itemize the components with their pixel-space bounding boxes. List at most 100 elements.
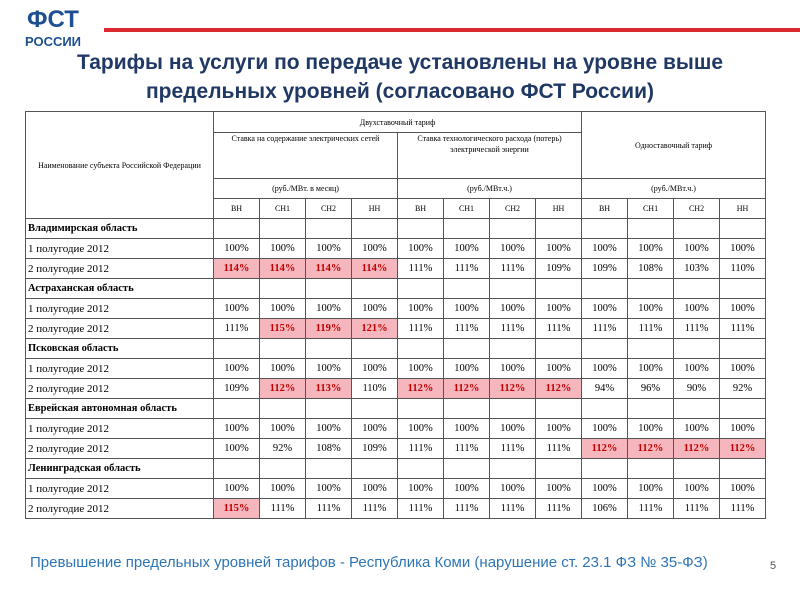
header-cell: СН1 — [627, 198, 675, 219]
empty-cell — [443, 218, 490, 239]
value-cell: 112% — [673, 438, 721, 459]
header-cell: НН — [351, 198, 398, 219]
empty-cell — [719, 398, 767, 419]
empty-cell — [397, 338, 444, 359]
empty-cell — [213, 458, 260, 479]
value-cell: 108% — [305, 438, 352, 459]
empty-cell — [305, 338, 352, 359]
value-cell: 100% — [581, 298, 629, 319]
value-cell: 111% — [443, 318, 490, 339]
value-cell: 100% — [259, 298, 306, 319]
value-cell: 100% — [581, 478, 629, 499]
empty-cell — [351, 458, 398, 479]
data-row: 1 полугодие 2012 100% 100% 100% 100% 100% 100%… — [25, 358, 767, 379]
value-cell: 111% — [581, 318, 629, 339]
empty-cell — [397, 218, 444, 239]
value-cell: 100% — [581, 238, 629, 259]
value-cell: 100% — [443, 298, 490, 319]
value-cell: 111% — [534, 498, 583, 519]
value-cell: 111% — [351, 498, 398, 519]
value-cell: 100% — [259, 478, 306, 499]
empty-cell — [627, 338, 675, 359]
value-cell: 100% — [443, 418, 490, 439]
empty-cell — [443, 278, 490, 299]
empty-cell — [305, 278, 352, 299]
value-cell: 111% — [719, 318, 767, 339]
region-name: Астраханская область — [25, 278, 214, 299]
empty-cell — [397, 278, 444, 299]
header-cell: ВН — [581, 198, 629, 219]
value-cell: 112% — [397, 378, 444, 399]
empty-cell — [627, 278, 675, 299]
value-cell: 100% — [397, 238, 444, 259]
region-row: Астраханская область — [25, 278, 767, 299]
data-row: 2 полугодие 2012 109% 112% 113% 110% 112% 112%… — [25, 378, 767, 399]
value-cell: 111% — [397, 258, 444, 279]
logo: ФСТ РОССИИ — [18, 6, 88, 58]
empty-cell — [673, 218, 721, 239]
empty-cell — [627, 458, 675, 479]
value-cell: 100% — [305, 238, 352, 259]
empty-cell — [305, 458, 352, 479]
empty-cell — [534, 218, 583, 239]
period-label: 2 полугодие 2012 — [25, 498, 214, 519]
data-row: 2 полугодие 2012 114% 114% 114% 114% 111% 111%… — [25, 258, 767, 279]
empty-cell — [259, 338, 306, 359]
value-cell: 100% — [489, 298, 536, 319]
empty-cell — [581, 458, 629, 479]
slide-number: 5 — [770, 560, 777, 572]
value-cell: 111% — [397, 318, 444, 339]
value-cell: 100% — [719, 418, 767, 439]
header-cell: СН1 — [259, 198, 306, 219]
value-cell: 94% — [581, 378, 629, 399]
data-row: 2 полугодие 2012 111% 115% 119% 121% 111% 111%… — [25, 318, 767, 339]
data-row: 1 полугодие 2012 100% 100% 100% 100% 100% 100%… — [25, 298, 767, 319]
value-cell: 100% — [213, 418, 260, 439]
value-cell: 111% — [489, 318, 536, 339]
period-label: 2 полугодие 2012 — [25, 318, 214, 339]
value-cell: 100% — [627, 298, 675, 319]
logo-text: РОССИИ — [24, 34, 82, 49]
empty-cell — [489, 278, 536, 299]
value-cell: 114% — [351, 258, 398, 279]
value-cell: 100% — [489, 358, 536, 379]
data-row: 2 полугодие 2012 115% 111% 111% 111% 111% 111%… — [25, 498, 767, 519]
value-cell: 100% — [305, 298, 352, 319]
value-cell: 113% — [305, 378, 352, 399]
value-cell: 100% — [719, 358, 767, 379]
value-cell: 100% — [213, 438, 260, 459]
value-cell: 100% — [259, 238, 306, 259]
value-cell: 100% — [534, 418, 583, 439]
value-cell: 100% — [627, 418, 675, 439]
header-cell: СН2 — [305, 198, 352, 219]
empty-cell — [213, 218, 260, 239]
empty-cell — [489, 218, 536, 239]
header-cell: СН1 — [443, 198, 490, 219]
value-cell: 111% — [719, 498, 767, 519]
empty-cell — [443, 458, 490, 479]
value-cell: 100% — [213, 478, 260, 499]
header-cell: Наименование субъекта Российской Федерац… — [25, 111, 214, 219]
empty-cell — [259, 458, 306, 479]
empty-cell — [489, 338, 536, 359]
region-name: Псковская область — [25, 338, 214, 359]
value-cell: 100% — [627, 478, 675, 499]
value-cell: 100% — [351, 478, 398, 499]
header-cell: ВН — [213, 198, 260, 219]
title: Тарифы на услуги по передаче установлены… — [76, 51, 724, 103]
value-cell: 100% — [489, 238, 536, 259]
empty-cell — [581, 278, 629, 299]
value-cell: 100% — [627, 358, 675, 379]
value-cell: 106% — [581, 498, 629, 519]
empty-cell — [627, 398, 675, 419]
header-row: ВН СН1 СН2 НН ВН СН1 СН2 НН ВН СН1 СН2 НН — [26, 198, 767, 219]
value-cell: 100% — [351, 418, 398, 439]
data-row: 1 полугодие 2012 100% 100% 100% 100% 100% 100%… — [25, 238, 767, 259]
value-cell: 109% — [213, 378, 260, 399]
empty-cell — [489, 398, 536, 419]
header-cell: НН — [719, 198, 767, 219]
value-cell: 114% — [213, 258, 260, 279]
period-label: 1 полугодие 2012 — [25, 478, 214, 499]
value-cell: 90% — [673, 378, 721, 399]
value-cell: 100% — [305, 478, 352, 499]
